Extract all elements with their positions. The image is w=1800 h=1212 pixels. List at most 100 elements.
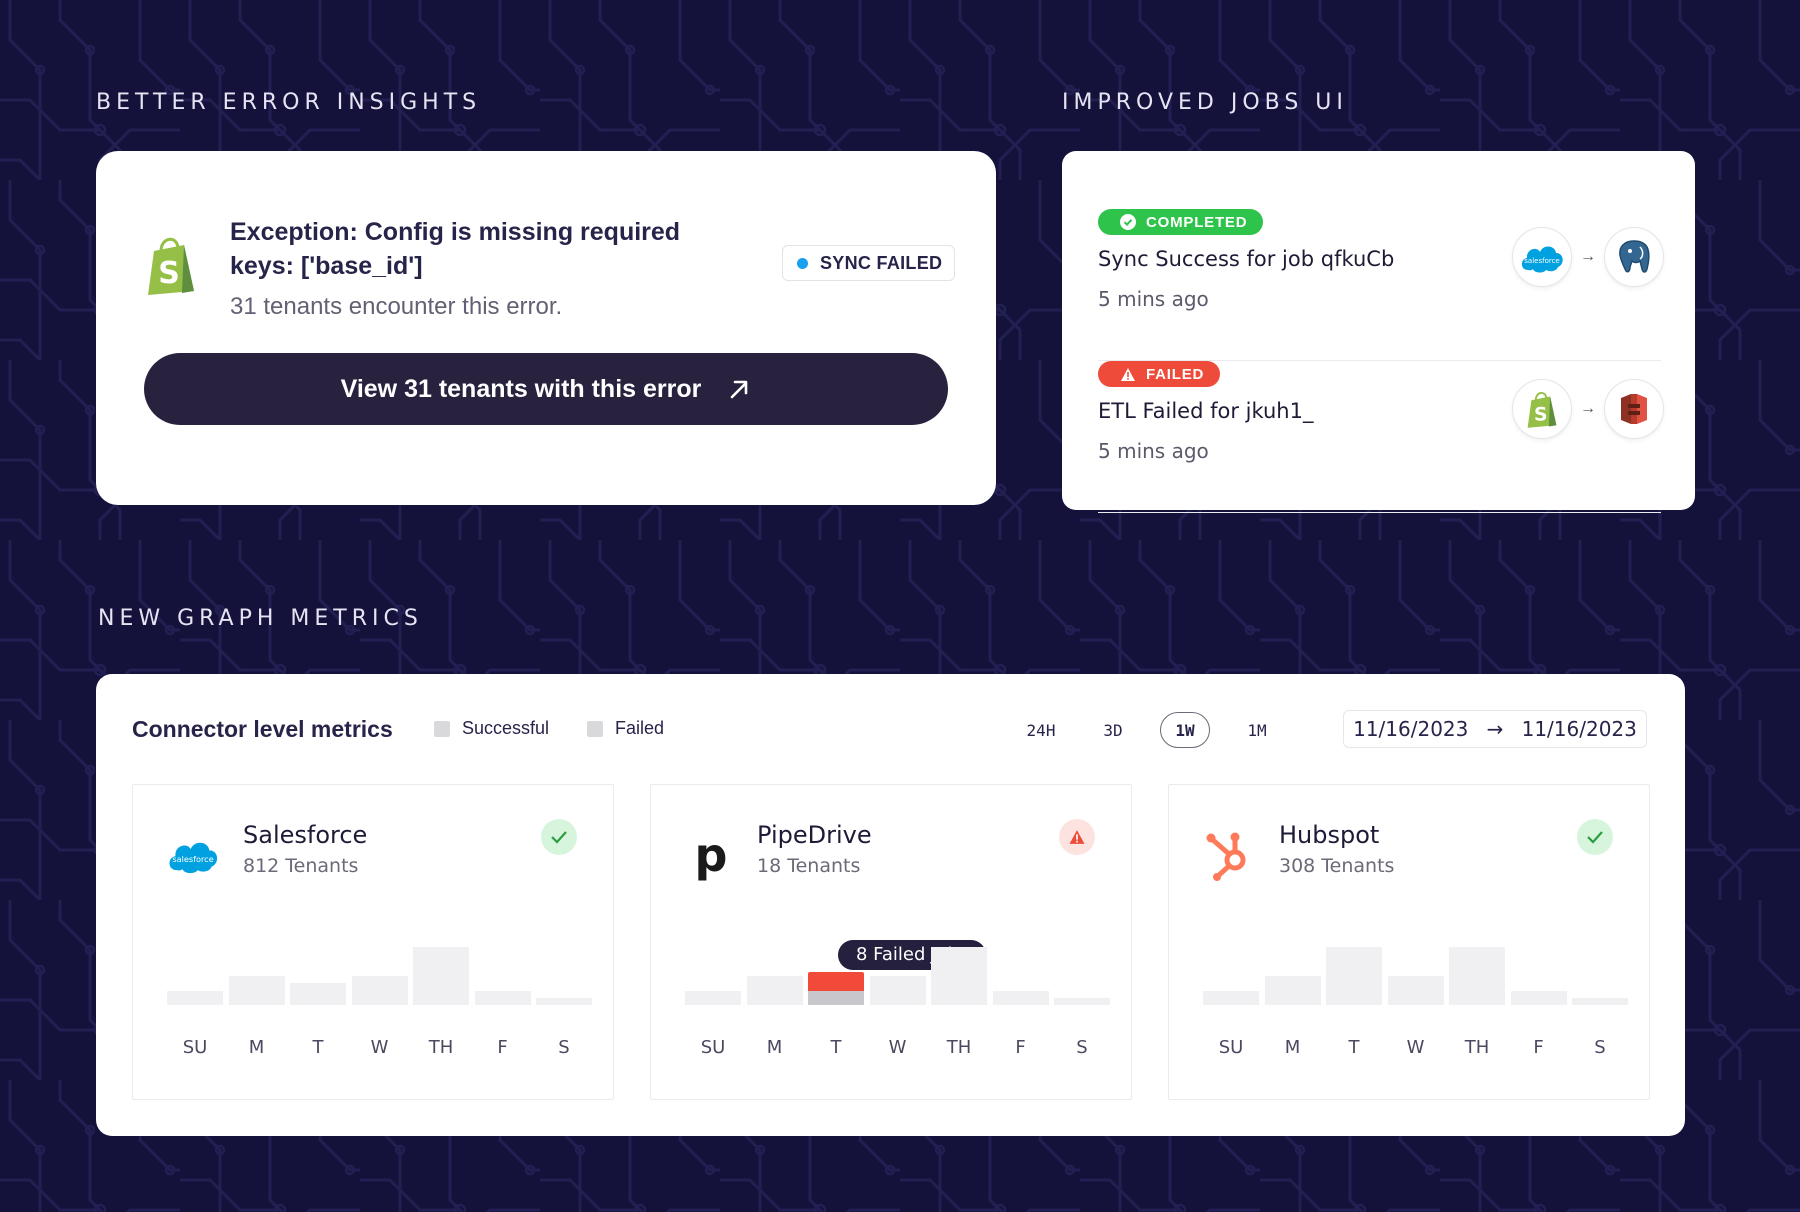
pipedrive-logo-text: p bbox=[694, 828, 728, 882]
legend-label: Failed bbox=[615, 718, 665, 738]
error-subtitle: 31 tenants encounter this error. bbox=[230, 293, 563, 320]
bar-chart: 8 Failed Jobs bbox=[685, 939, 1111, 1005]
warning-icon bbox=[1059, 819, 1095, 855]
range-24h-button[interactable]: 24H bbox=[1016, 712, 1066, 748]
connector-name: Salesforce bbox=[243, 821, 368, 849]
check-circle-icon bbox=[1120, 214, 1136, 230]
connector-name: PipeDrive bbox=[757, 821, 872, 849]
bar-f[interactable] bbox=[474, 990, 531, 1005]
completed-badge: COMPLETED bbox=[1098, 209, 1264, 235]
bar-f[interactable] bbox=[992, 990, 1049, 1005]
connector-name: Hubspot bbox=[1279, 821, 1380, 849]
legend-successful[interactable]: Successful bbox=[434, 718, 549, 739]
connector-card-pipedrive[interactable]: p PipeDrive 18 Tenants 8 Failed Jobs SU M… bbox=[650, 784, 1132, 1100]
bar-t[interactable] bbox=[1326, 947, 1382, 1005]
bar-th[interactable] bbox=[931, 947, 987, 1005]
arrow-right-icon: → bbox=[1486, 717, 1504, 741]
job-row-failed[interactable]: FAILED ETL Failed for jkuh1_ 5 mins ago … bbox=[1098, 361, 1664, 513]
legend-swatch bbox=[587, 720, 603, 737]
arrow-up-right-icon bbox=[731, 380, 748, 399]
metrics-title: Connector level metrics bbox=[132, 716, 393, 742]
failed-badge: FAILED bbox=[1098, 361, 1221, 387]
bar-t[interactable] bbox=[290, 983, 346, 1005]
job-status-label: COMPLETED bbox=[1146, 213, 1248, 231]
bar-m[interactable] bbox=[746, 976, 803, 1005]
bar-chart bbox=[1203, 945, 1629, 1005]
date-start: 11/16/2023 bbox=[1353, 717, 1469, 741]
day-label: M bbox=[1284, 1037, 1301, 1058]
legend-failed[interactable]: Failed bbox=[587, 718, 664, 739]
check-icon bbox=[1577, 819, 1613, 855]
day-label: F bbox=[497, 1037, 508, 1058]
bar-m[interactable] bbox=[228, 976, 285, 1005]
day-label: F bbox=[1015, 1037, 1026, 1058]
date-range-picker[interactable]: 11/16/2023 → 11/16/2023 bbox=[1343, 710, 1647, 748]
bar-w[interactable] bbox=[351, 976, 408, 1005]
job-time: 5 mins ago bbox=[1098, 439, 1209, 463]
range-1m-button[interactable]: 1M bbox=[1232, 712, 1282, 748]
error-title: Exception: Config is missing required ke… bbox=[230, 218, 681, 280]
day-label: W bbox=[888, 1037, 907, 1058]
bar-failed[interactable] bbox=[808, 971, 864, 991]
legend-swatch bbox=[434, 720, 450, 737]
range-1w-button[interactable]: 1W bbox=[1160, 712, 1210, 748]
bar-w[interactable] bbox=[869, 976, 926, 1005]
day-label: SU bbox=[182, 1037, 208, 1058]
date-end: 11/16/2023 bbox=[1521, 717, 1637, 741]
error-card: S Exception: Config is missing required … bbox=[96, 151, 996, 505]
day-labels: SU M T W TH F S bbox=[1203, 1037, 1629, 1061]
bar-s[interactable] bbox=[1572, 997, 1628, 1005]
connector-tenants: 18 Tenants bbox=[757, 855, 861, 877]
jobs-ui-heading: IMPROVED JOBS UI bbox=[1062, 90, 1348, 115]
check-icon bbox=[541, 819, 577, 855]
aws-s3-icon bbox=[1604, 379, 1664, 439]
job-row-completed[interactable]: COMPLETED Sync Success for job qfkuCb 5 … bbox=[1098, 209, 1664, 361]
bar-failed-base bbox=[808, 990, 864, 1005]
day-label: S bbox=[558, 1037, 570, 1058]
postgresql-icon bbox=[1604, 227, 1664, 287]
bar-chart bbox=[167, 945, 593, 1005]
job-flow: salesforce → bbox=[1512, 227, 1664, 287]
bar-su[interactable] bbox=[1203, 990, 1259, 1005]
connector-card-hubspot[interactable]: Hubspot 308 Tenants SU M T W TH F S bbox=[1168, 784, 1650, 1100]
job-title: Sync Success for job qfkuCb bbox=[1098, 247, 1395, 271]
day-label: M bbox=[766, 1037, 783, 1058]
legend-label: Successful bbox=[462, 718, 550, 738]
bar-su[interactable] bbox=[167, 990, 223, 1005]
day-label: F bbox=[1533, 1037, 1544, 1058]
shopify-icon: S bbox=[1512, 379, 1572, 439]
range-3d-button[interactable]: 3D bbox=[1088, 712, 1138, 748]
day-label: W bbox=[1406, 1037, 1425, 1058]
day-label: SU bbox=[1218, 1037, 1244, 1058]
connector-tenants: 308 Tenants bbox=[1279, 855, 1395, 877]
bar-s[interactable] bbox=[536, 997, 592, 1005]
salesforce-logo-text: salesforce bbox=[172, 854, 213, 864]
day-label: M bbox=[248, 1037, 265, 1058]
day-label: T bbox=[1348, 1037, 1360, 1058]
hubspot-icon bbox=[1201, 831, 1257, 881]
salesforce-logo-text: salesforce bbox=[1524, 257, 1559, 265]
day-label: S bbox=[1594, 1037, 1606, 1058]
day-label: TH bbox=[946, 1037, 972, 1058]
connector-card-salesforce[interactable]: salesforce Salesforce 812 Tenants SU M T W T… bbox=[132, 784, 614, 1100]
jobs-card: COMPLETED Sync Success for job qfkuCb 5 … bbox=[1062, 151, 1695, 513]
sync-failed-badge: SYNC FAILED bbox=[782, 245, 956, 281]
status-dot-icon bbox=[797, 257, 808, 269]
shopify-icon: S bbox=[148, 237, 194, 295]
bar-su[interactable] bbox=[685, 990, 741, 1005]
bar-w[interactable] bbox=[1387, 976, 1444, 1005]
bar-th[interactable] bbox=[413, 947, 469, 1005]
day-labels: SU M T W TH F S bbox=[167, 1037, 593, 1061]
connector-tenants: 812 Tenants bbox=[243, 855, 359, 877]
view-tenants-button[interactable]: View 31 tenants with this error bbox=[144, 353, 948, 425]
day-labels: SU M T W TH F S bbox=[685, 1037, 1111, 1061]
bar-s[interactable] bbox=[1054, 997, 1110, 1005]
job-title: ETL Failed for jkuh1_ bbox=[1098, 399, 1314, 423]
arrow-right-icon: → bbox=[1580, 248, 1596, 265]
job-status-label: FAILED bbox=[1146, 365, 1205, 383]
bar-f[interactable] bbox=[1510, 990, 1567, 1005]
salesforce-icon: salesforce bbox=[1512, 227, 1572, 287]
bar-m[interactable] bbox=[1264, 976, 1321, 1005]
day-label: W bbox=[370, 1037, 389, 1058]
bar-th[interactable] bbox=[1449, 947, 1505, 1005]
